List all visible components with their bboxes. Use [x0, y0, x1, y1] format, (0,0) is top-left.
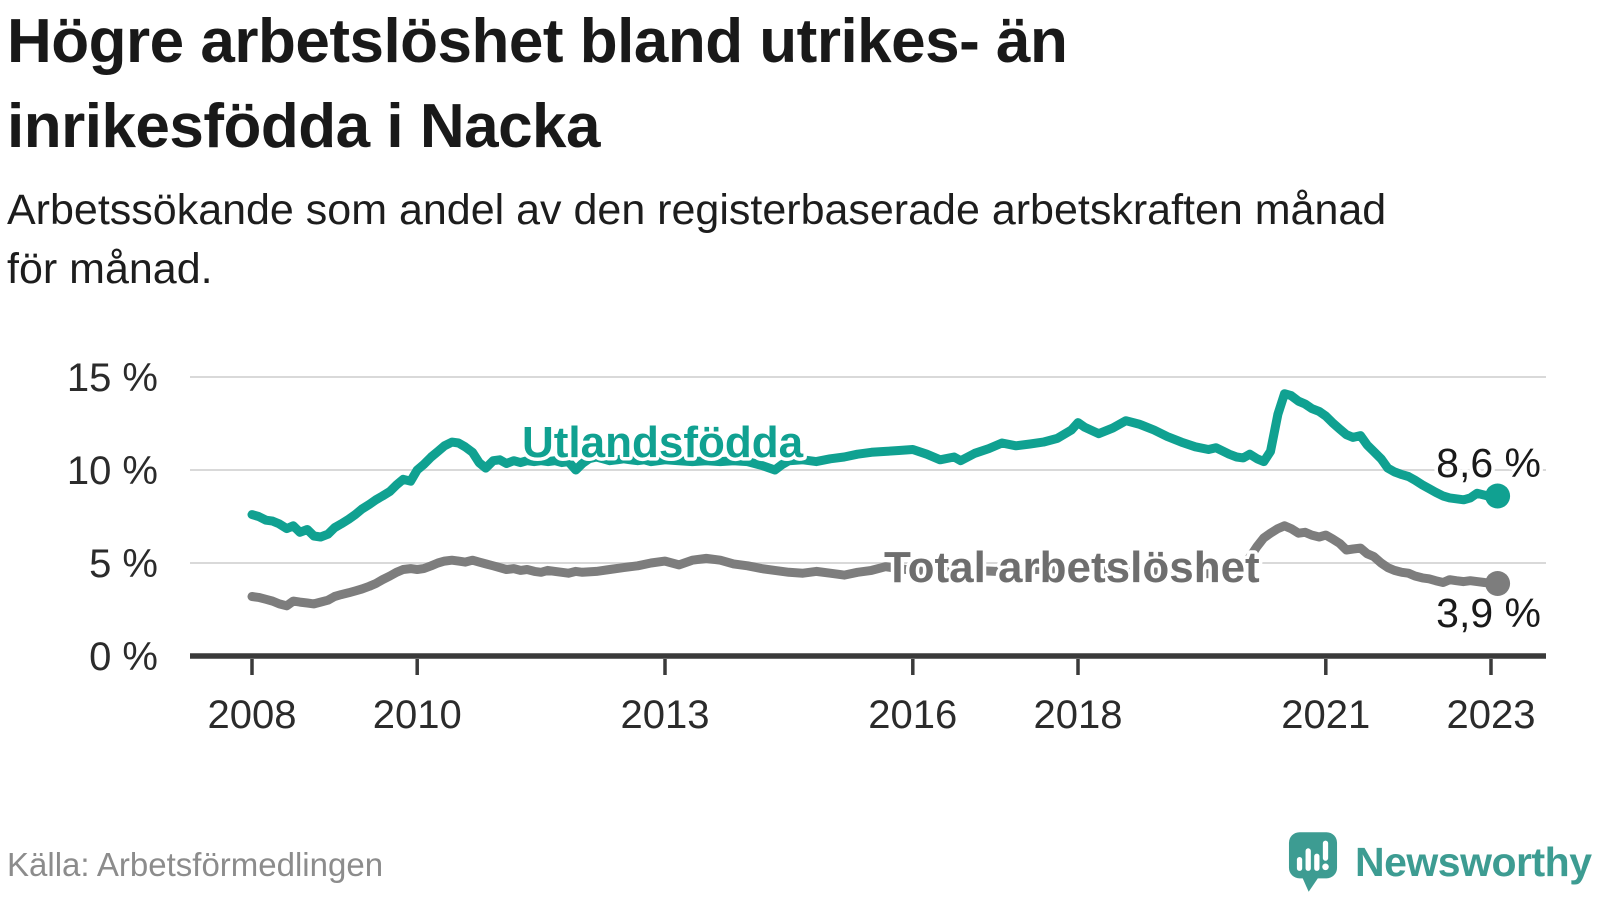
- x-tick-label-2016: 2016: [868, 693, 957, 737]
- series-end-dot-total: [1485, 571, 1511, 596]
- x-tick-label-2023: 2023: [1447, 693, 1536, 737]
- y-tick-label-0pct: 0 %: [89, 635, 158, 679]
- end-value-label-utlandsfodda: 8,6 %: [1436, 440, 1541, 486]
- gridline-layer: [190, 376, 1546, 564]
- series-label-utlandsfodda: Utlandsfödda: [522, 418, 804, 467]
- source-note: Källa: Arbetsförmedlingen: [7, 846, 384, 883]
- newsworthy-speech-bubble-bar-chart-icon: [1288, 832, 1338, 892]
- x-tick-label-2010: 2010: [373, 693, 462, 737]
- chart-subtitle-line2: för månad.: [7, 245, 213, 294]
- y-tick-label-5pct: 5 %: [89, 542, 158, 586]
- chart-subtitle-line1: Arbetssökande som andel av den registerb…: [7, 186, 1387, 234]
- axis-layer: 2008 2010 2013 2016 2018 2021 2023 0 % 5 % 10 % 15…: [67, 356, 1546, 737]
- page-title: Högre arbetslöshet bland utrikes- än inr…: [7, 0, 1068, 170]
- y-tick-label-10pct: 10 %: [67, 449, 158, 493]
- x-tick-label-2018: 2018: [1034, 693, 1123, 737]
- series-layer: [247, 389, 1511, 611]
- x-tick-label-2021: 2021: [1281, 693, 1370, 737]
- series-line-total: [247, 521, 1503, 611]
- page-title-line2: inrikesfödda i Nacka: [7, 91, 601, 161]
- series-label-total-arbetsloshet: Total arbetslöshet: [884, 543, 1260, 592]
- x-tick-label-2013: 2013: [621, 693, 710, 737]
- brand-name: Newsworthy: [1355, 838, 1592, 885]
- newsworthy-logo: Newsworthy: [1288, 826, 1592, 898]
- page-title-line1: Högre arbetslöshet bland utrikes- än: [7, 7, 1068, 76]
- series-end-dot-utlandsfodda: [1485, 483, 1511, 509]
- logo-exclamation-dot: [1322, 863, 1329, 871]
- end-value-label-total: 3,9 %: [1436, 590, 1541, 636]
- y-tick-label-15pct: 15 %: [67, 356, 158, 400]
- x-tick-label-2008: 2008: [208, 693, 297, 737]
- chart-subtitle: Arbetssökande som andel av den registerb…: [7, 181, 1386, 300]
- series-line-utlandsfodda: [247, 389, 1503, 542]
